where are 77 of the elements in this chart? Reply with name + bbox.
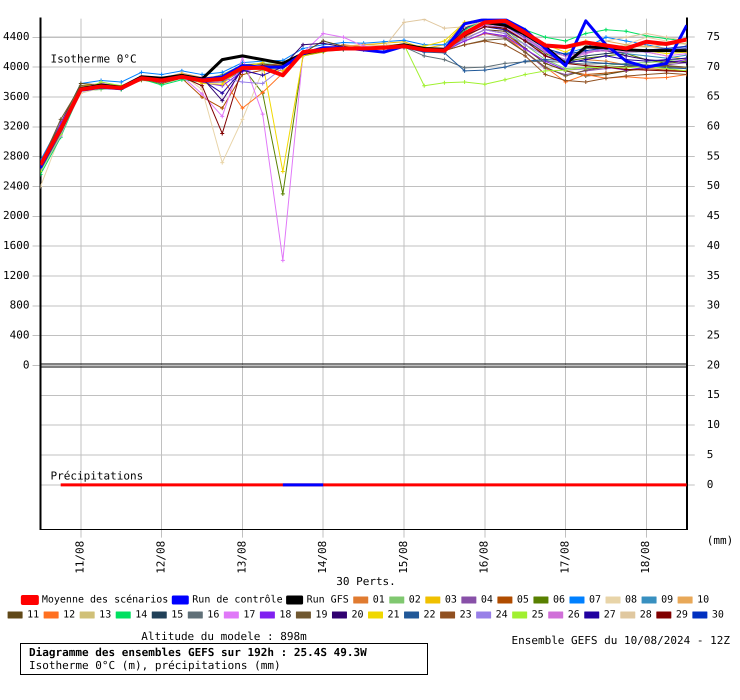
legend-label: 10	[697, 594, 710, 606]
x-tick-label: 18/08	[639, 540, 652, 574]
legend-label: 11	[27, 610, 40, 621]
y2-tick-label: 20	[706, 358, 720, 372]
legend-label: 09	[661, 594, 674, 606]
legend-title: 30 Perts.	[336, 575, 396, 588]
y2-tick-label: 75	[706, 30, 720, 43]
legend-label: 03	[444, 594, 457, 606]
legend-label: 02	[408, 594, 421, 606]
x-tick-label: 17/08	[558, 540, 572, 574]
x-tick-label: 11/08	[74, 540, 87, 574]
legend-label: 27	[604, 610, 616, 621]
y-tick-label: 1600	[2, 239, 30, 252]
y2-tick-label: 15	[706, 388, 720, 402]
legend-label: 26	[568, 610, 580, 621]
legend-label: 14	[135, 610, 148, 621]
y-tick-label: 2800	[2, 149, 30, 162]
legend-label: 06	[552, 594, 565, 606]
y2-tick-label: 55	[706, 149, 720, 162]
y2-tick-label: 50	[706, 179, 720, 192]
y2-tick-label: 35	[706, 268, 720, 282]
y2-tick-label: 65	[706, 90, 720, 103]
y-tick-label: 0	[22, 358, 30, 372]
y2-tick-label: 40	[706, 238, 720, 252]
legend-label: 01	[372, 594, 385, 606]
legend-label: Moyenne des scénarios	[42, 594, 168, 606]
legend-label: 13	[99, 610, 112, 621]
legend-label: 18	[279, 610, 292, 621]
legend-label: 07	[588, 594, 602, 606]
annotation: Précipitations	[50, 469, 144, 482]
legend-label: Run de contrôle	[192, 594, 283, 606]
x-tick-label: 13/08	[235, 540, 248, 574]
legend-label: 04	[480, 594, 493, 606]
legend-label: 17	[243, 610, 256, 621]
y-tick-label: 3600	[2, 90, 30, 103]
text: Diagramme des ensembles GEFS sur 192h : 25.4S 49.3W	[29, 646, 368, 659]
y2-tick-label: 30	[706, 298, 720, 312]
legend-label: 28	[640, 610, 652, 621]
y2-tick-label: 10	[706, 418, 720, 432]
text: Ensemble GEFS du 10/08/2024 - 12Z	[511, 633, 730, 649]
y-tick-label: 2000	[2, 209, 30, 222]
y-tick-label: 400	[10, 328, 30, 342]
y2-tick-label: 5	[706, 448, 714, 461]
y-tick-label: 4000	[2, 60, 30, 73]
legend-label: 12	[63, 610, 76, 621]
legend-label: 20	[351, 610, 364, 621]
legend-label: 05	[516, 594, 529, 606]
x-tick-label: 14/08	[316, 540, 330, 574]
y-tick-label: 1200	[2, 268, 30, 282]
y2-tick-label: 25	[706, 328, 720, 342]
legend-label: 25	[532, 610, 544, 621]
legend-label: 29	[676, 610, 688, 621]
legend-label: 30	[712, 610, 724, 621]
x-tick-label: 16/08	[478, 540, 491, 574]
legend-label: 22	[424, 610, 436, 621]
legend-label: 15	[171, 610, 184, 621]
x-tick-label: 12/08	[154, 540, 168, 574]
text: Isotherme 0°C (m), précipitations (mm)	[29, 659, 282, 672]
y2-axis-title: (mm)	[706, 534, 734, 548]
legend-label: 16	[207, 610, 220, 621]
legend-label: 19	[315, 610, 328, 621]
x-tick-label: 15/08	[396, 540, 410, 574]
legend-label: 23	[460, 610, 472, 621]
legend-label: Run GFS	[306, 594, 349, 606]
y2-tick-label: 45	[706, 209, 720, 222]
annotation: Isotherme 0°C	[50, 52, 137, 66]
y2-tick-label: 0	[706, 478, 714, 491]
legend-label: 24	[496, 610, 508, 621]
y2-tick-label: 60	[706, 120, 720, 133]
y-tick-label: 3200	[2, 120, 30, 133]
text: Altitude du modele : 898m	[140, 630, 308, 643]
y-tick-label: 4400	[2, 30, 30, 44]
y-tick-label: 800	[10, 298, 30, 312]
legend-label: 21	[388, 610, 400, 621]
y-tick-label: 2400	[2, 179, 30, 192]
y2-tick-label: 70	[706, 60, 720, 73]
legend-label: 08	[625, 594, 638, 606]
